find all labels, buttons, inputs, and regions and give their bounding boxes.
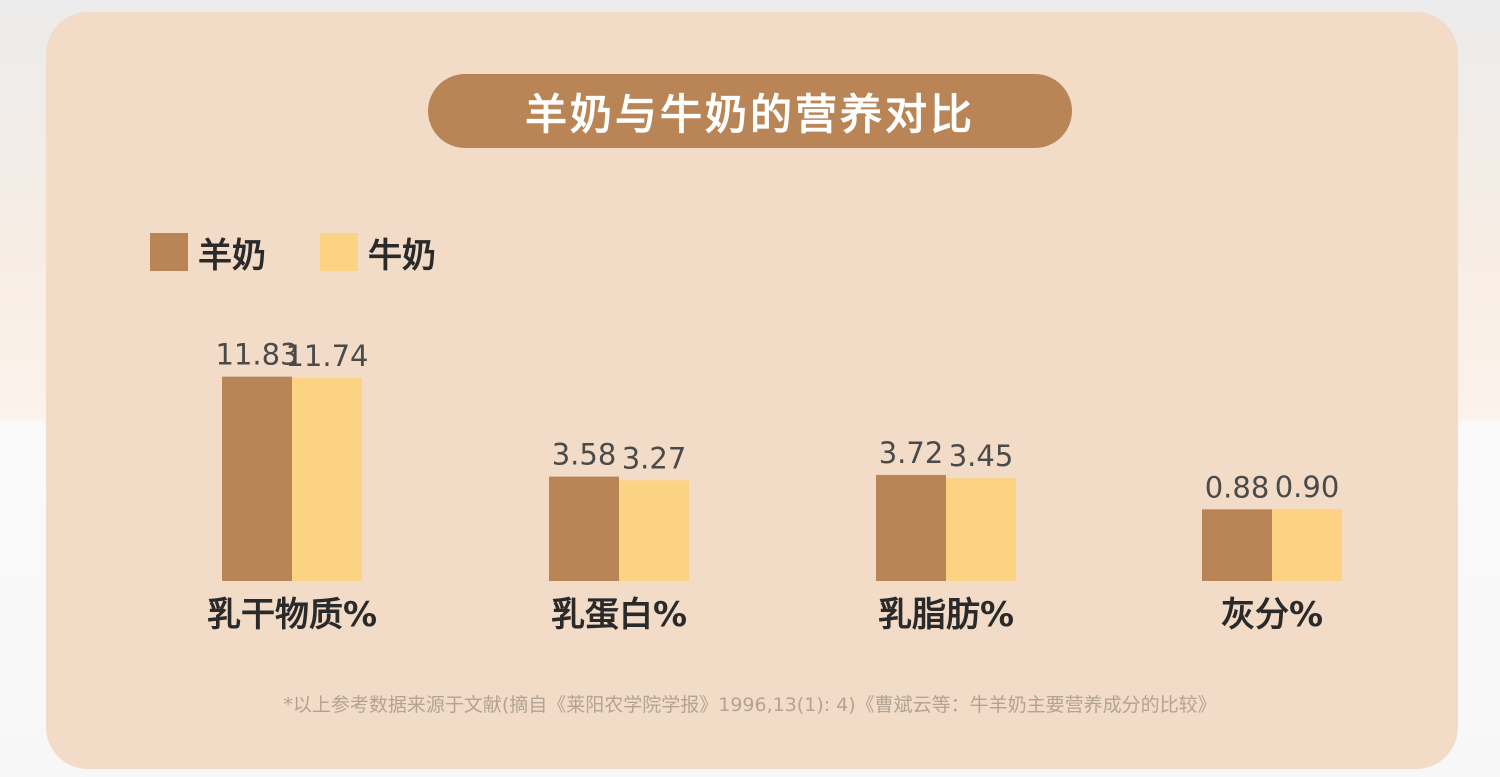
data-label-goat-ash: 0.88: [1205, 470, 1270, 504]
legend-swatch-goat-milk: [150, 233, 188, 271]
data-label-cow-protein: 3.27: [622, 441, 687, 475]
data-label-goat-fat: 3.72: [879, 436, 944, 470]
legend-label-goat-milk: 羊奶: [198, 235, 266, 276]
category-label-ash: 灰分%: [1221, 595, 1323, 635]
footnote: *以上参考数据来源于文献(摘自《莱阳农学院学报》1996,13(1): 4)《曹…: [283, 694, 1217, 716]
data-label-cow-fat: 3.45: [949, 439, 1014, 473]
bar-cow-ash: [1272, 509, 1342, 581]
data-label-goat-dry-matter: 11.83: [215, 338, 298, 372]
category-label-protein: 乳蛋白%: [551, 595, 687, 635]
chart-title: 羊奶与牛奶的营养对比: [428, 74, 1072, 148]
data-label-goat-protein: 3.58: [552, 438, 617, 472]
bar-goat-fat: [876, 474, 946, 581]
legend-swatch-cow-milk: [320, 233, 358, 271]
bar-goat-protein: [549, 476, 619, 581]
legend-label-cow-milk: 牛奶: [368, 235, 436, 276]
category-label-dry-matter: 乳干物质%: [207, 595, 377, 635]
bar-cow-fat: [946, 478, 1016, 581]
data-label-cow-ash: 0.90: [1275, 470, 1340, 504]
bar-goat-dry-matter: [222, 376, 292, 581]
bar-cow-protein: [619, 480, 689, 581]
data-label-cow-dry-matter: 11.74: [285, 339, 368, 373]
bar-cow-dry-matter: [292, 377, 362, 581]
category-label-fat: 乳脂肪%: [878, 595, 1014, 635]
legend-item-cow-milk: 牛奶: [320, 232, 436, 276]
bar-goat-ash: [1202, 509, 1272, 581]
legend-item-goat-milk: 羊奶: [150, 232, 266, 276]
